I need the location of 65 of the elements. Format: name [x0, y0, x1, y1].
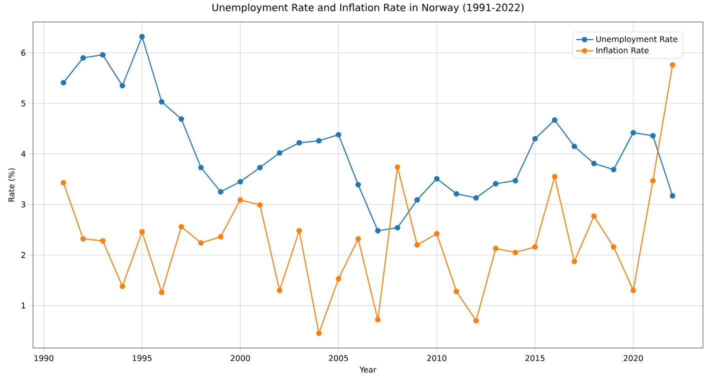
point	[238, 197, 244, 203]
point	[60, 80, 66, 86]
point	[375, 228, 381, 234]
point	[454, 191, 460, 197]
point	[532, 136, 538, 142]
point	[610, 166, 616, 172]
point	[198, 164, 204, 170]
point	[650, 178, 656, 184]
point	[630, 288, 636, 294]
point	[414, 197, 420, 203]
point	[552, 174, 558, 180]
point	[257, 164, 263, 170]
point	[80, 55, 86, 61]
point	[276, 150, 282, 156]
point	[316, 330, 322, 336]
point	[336, 276, 342, 282]
point	[512, 178, 518, 184]
point	[394, 224, 400, 230]
point	[296, 228, 302, 234]
point	[158, 290, 164, 296]
point	[238, 178, 244, 184]
point	[650, 132, 656, 138]
point	[198, 240, 204, 246]
point	[355, 182, 361, 188]
point	[591, 213, 597, 219]
point	[276, 288, 282, 294]
point	[375, 316, 381, 322]
point	[572, 258, 578, 264]
point	[492, 246, 498, 252]
point	[532, 244, 538, 250]
point	[512, 250, 518, 256]
point	[218, 234, 224, 240]
point	[336, 132, 342, 138]
point	[572, 144, 578, 150]
point	[60, 180, 66, 186]
point	[630, 130, 636, 136]
point	[158, 99, 164, 105]
point	[80, 236, 86, 242]
point	[394, 164, 400, 170]
point	[355, 236, 361, 242]
point	[139, 229, 145, 234]
point	[257, 202, 263, 208]
point	[670, 193, 676, 199]
point	[414, 242, 420, 248]
point	[591, 160, 597, 166]
point	[670, 62, 676, 68]
point	[120, 284, 126, 290]
point	[100, 238, 106, 244]
point	[296, 140, 302, 146]
point	[139, 34, 145, 40]
point	[473, 195, 479, 201]
point	[552, 117, 558, 123]
point	[492, 180, 498, 186]
point	[434, 231, 440, 237]
point	[178, 116, 184, 122]
point	[218, 189, 224, 195]
point	[120, 82, 126, 88]
point	[473, 318, 479, 324]
point	[178, 224, 184, 230]
point	[316, 138, 322, 144]
chart-title: Unemployment Rate and Inflation Rate in Norway (1991-2022)	[212, 4, 524, 14]
point	[100, 52, 106, 58]
point	[610, 244, 616, 250]
point	[454, 288, 460, 294]
point	[434, 176, 440, 182]
